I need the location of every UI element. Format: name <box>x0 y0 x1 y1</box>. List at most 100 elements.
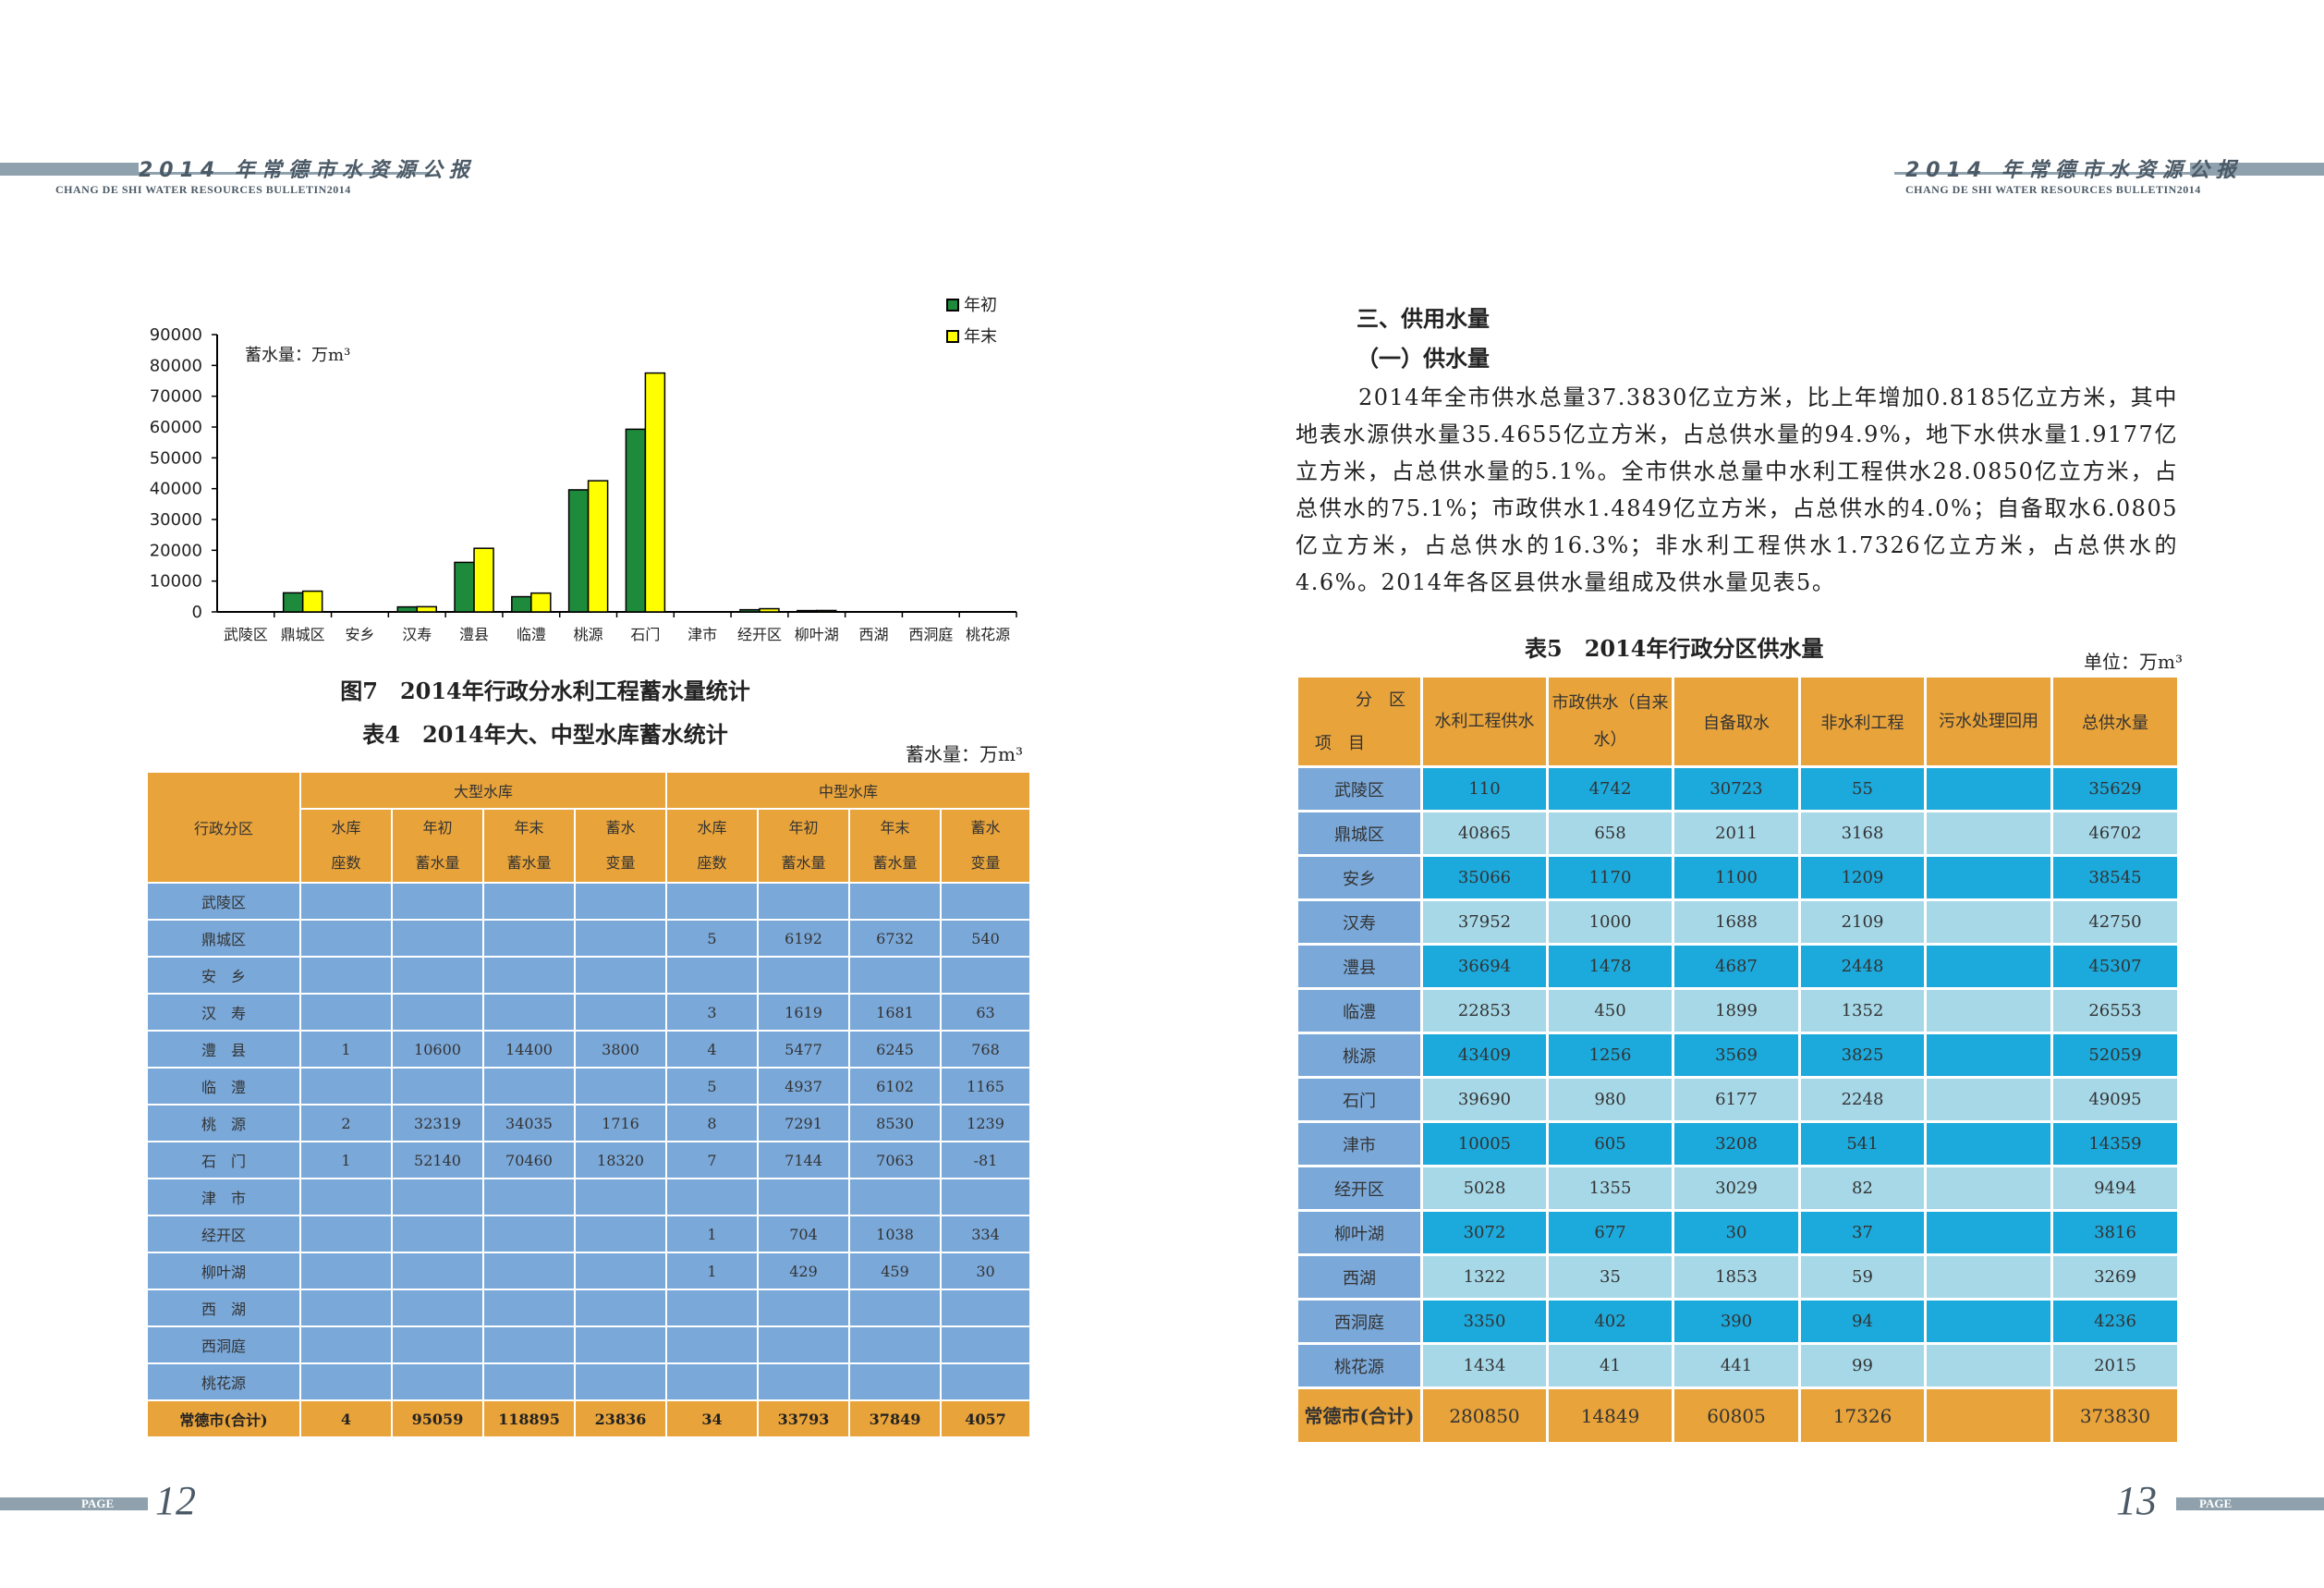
t4-value-cell <box>940 956 1032 995</box>
t4-value-cell <box>573 956 668 995</box>
t4-district-cell: 武陵区 <box>146 882 301 921</box>
bar-end-6 <box>587 480 609 613</box>
t5-value-cell: 40865 <box>1420 810 1549 857</box>
t5-value-cell: 3029 <box>1672 1165 1801 1212</box>
bar-start-10 <box>797 609 818 613</box>
table-row: 西洞庭 <box>146 1325 1032 1364</box>
t4-value-cell: 1 <box>665 1215 760 1253</box>
t4-subcol-label: 蓄水量 <box>415 854 460 872</box>
t4-value-cell: 14400 <box>482 1030 576 1069</box>
table-row: 武陵区 <box>146 882 1032 921</box>
t5-value-cell: 35066 <box>1420 854 1549 901</box>
t4-value-cell <box>848 1362 943 1401</box>
t5-value-cell: 3168 <box>1798 810 1927 857</box>
x-tick-label: 经开区 <box>737 626 782 643</box>
bar-end-1 <box>301 590 323 613</box>
t4-value-cell <box>299 1325 393 1364</box>
t5-value-cell: 2448 <box>1798 943 1927 990</box>
legend-label: 年末 <box>964 327 997 347</box>
t4-value-cell: 7 <box>665 1141 760 1179</box>
t5-value-cell: 49095 <box>2050 1076 2180 1123</box>
t5-total-cell: 280850 <box>1420 1386 1549 1445</box>
t5-total-cell: 17326 <box>1798 1386 1927 1445</box>
t4-value-cell <box>391 1325 484 1364</box>
t5-value-cell: 3816 <box>2050 1209 2180 1256</box>
t5-district-cell: 临澧 <box>1296 987 1423 1034</box>
reservoir-storage-table: 行政分区 大型水库 中型水库 水库 座数 年初 蓄水量 年末 蓄水量 蓄水 变量 水库 座数 年初蓄… <box>146 771 1032 1438</box>
t4-subcol-label: 座数 <box>697 854 727 872</box>
t4-value-cell <box>940 882 1032 921</box>
t5-value-cell: 30723 <box>1672 765 1801 812</box>
right-footer-bar <box>2176 1497 2324 1510</box>
t5-value-cell: 37 <box>1798 1209 1927 1256</box>
t5-value-cell: 41 <box>1546 1342 1674 1389</box>
t5-value-cell: 2109 <box>1798 898 1927 946</box>
t4-value-cell <box>757 956 851 995</box>
t4-district-cell: 津 市 <box>146 1178 301 1216</box>
supply-paragraph-text: 2014年全市供水总量37.3830亿立方米，比上年增加0.8185亿立方米，其… <box>1296 385 2178 595</box>
t4-value-cell: 1619 <box>757 993 851 1032</box>
t5-value-cell: 3350 <box>1420 1298 1549 1345</box>
t4-value-cell: 1038 <box>848 1215 943 1253</box>
t5-value-cell: 9494 <box>2050 1165 2180 1212</box>
t4-value-cell <box>757 1178 851 1216</box>
t5-district-cell: 武陵区 <box>1296 765 1423 812</box>
t4-value-cell: 5477 <box>757 1030 851 1069</box>
table-row: 西 湖 <box>146 1289 1032 1327</box>
t4-value-cell <box>299 919 393 958</box>
t5-col-self: 自备取水 <box>1672 675 1801 768</box>
legend-label: 年初 <box>964 296 997 315</box>
t5-corner-bottom: 项 目 <box>1315 734 1365 753</box>
left-header-line <box>0 172 430 175</box>
t4-subcol-label: 水库 <box>697 819 727 837</box>
t5-value-cell: 605 <box>1546 1120 1674 1167</box>
t4-value-cell <box>482 1067 576 1105</box>
t5-value-cell: 5028 <box>1420 1165 1549 1212</box>
t5-value-cell: 402 <box>1546 1298 1674 1345</box>
t4-value-cell <box>299 882 393 921</box>
table-row: 津市 10005 605 3208 541 14359 <box>1296 1120 2180 1167</box>
table-row: 汉 寿 3 1619 1681 63 <box>146 993 1032 1032</box>
table5-caption: 表5 2014年行政分区供水量 <box>1525 635 1824 662</box>
t4-value-cell: 18320 <box>573 1141 668 1179</box>
t5-value-cell: 1688 <box>1672 898 1801 946</box>
t4-value-cell <box>573 882 668 921</box>
t5-value-cell: 45307 <box>2050 943 2180 990</box>
table-row: 桃源 43409 1256 3569 3825 52059 <box>1296 1032 2180 1079</box>
table-row: 安 乡 <box>146 956 1032 995</box>
t5-value-cell <box>1924 810 2053 857</box>
t5-district-cell: 经开区 <box>1296 1165 1423 1212</box>
t4-district-cell: 鼎城区 <box>146 919 301 958</box>
t4-value-cell: 3800 <box>573 1030 668 1069</box>
t4-value-cell <box>665 882 760 921</box>
t4-subcol-2: 年末 蓄水量 <box>482 808 576 884</box>
t4-value-cell <box>299 1178 393 1216</box>
t4-subcol-6: 年末 蓄水量 <box>848 808 943 884</box>
x-tick-label: 桃源 <box>574 626 603 643</box>
t4-value-cell <box>573 919 668 958</box>
t4-value-cell: 52140 <box>391 1141 484 1179</box>
table-row: 石门 39690 980 6177 2248 49095 <box>1296 1076 2180 1123</box>
t5-total-cell: 60805 <box>1672 1386 1801 1445</box>
t5-value-cell: 4236 <box>2050 1298 2180 1345</box>
t4-value-cell <box>940 1178 1032 1216</box>
right-page-number: 13 <box>2116 1478 2157 1523</box>
y-tick-label: 40000 <box>150 480 202 499</box>
t5-value-cell: 110 <box>1420 765 1549 812</box>
table-row: 柳叶湖 3072 677 30 37 3816 <box>1296 1209 2180 1256</box>
x-tick-label: 津市 <box>687 626 717 643</box>
t4-subcol-label: 年末 <box>514 819 544 837</box>
t5-value-cell: 26553 <box>2050 987 2180 1034</box>
left-header-subtitle: CHANG DE SHI WATER RESOURCES BULLETIN201… <box>55 183 351 196</box>
bar-end-7 <box>644 372 666 613</box>
t5-value-cell: 35 <box>1546 1253 1674 1301</box>
t5-district-cell: 安乡 <box>1296 854 1423 901</box>
t5-corner: 分 区 项 目 <box>1296 675 1423 768</box>
y-tick-label: 80000 <box>150 356 202 375</box>
t4-value-cell <box>940 1325 1032 1364</box>
bar-start-3 <box>396 605 418 613</box>
t4-value-cell: 1716 <box>573 1104 668 1142</box>
t5-value-cell <box>1924 854 2053 901</box>
t4-total-cell: 118895 <box>482 1399 576 1438</box>
t4-value-cell <box>482 919 576 958</box>
